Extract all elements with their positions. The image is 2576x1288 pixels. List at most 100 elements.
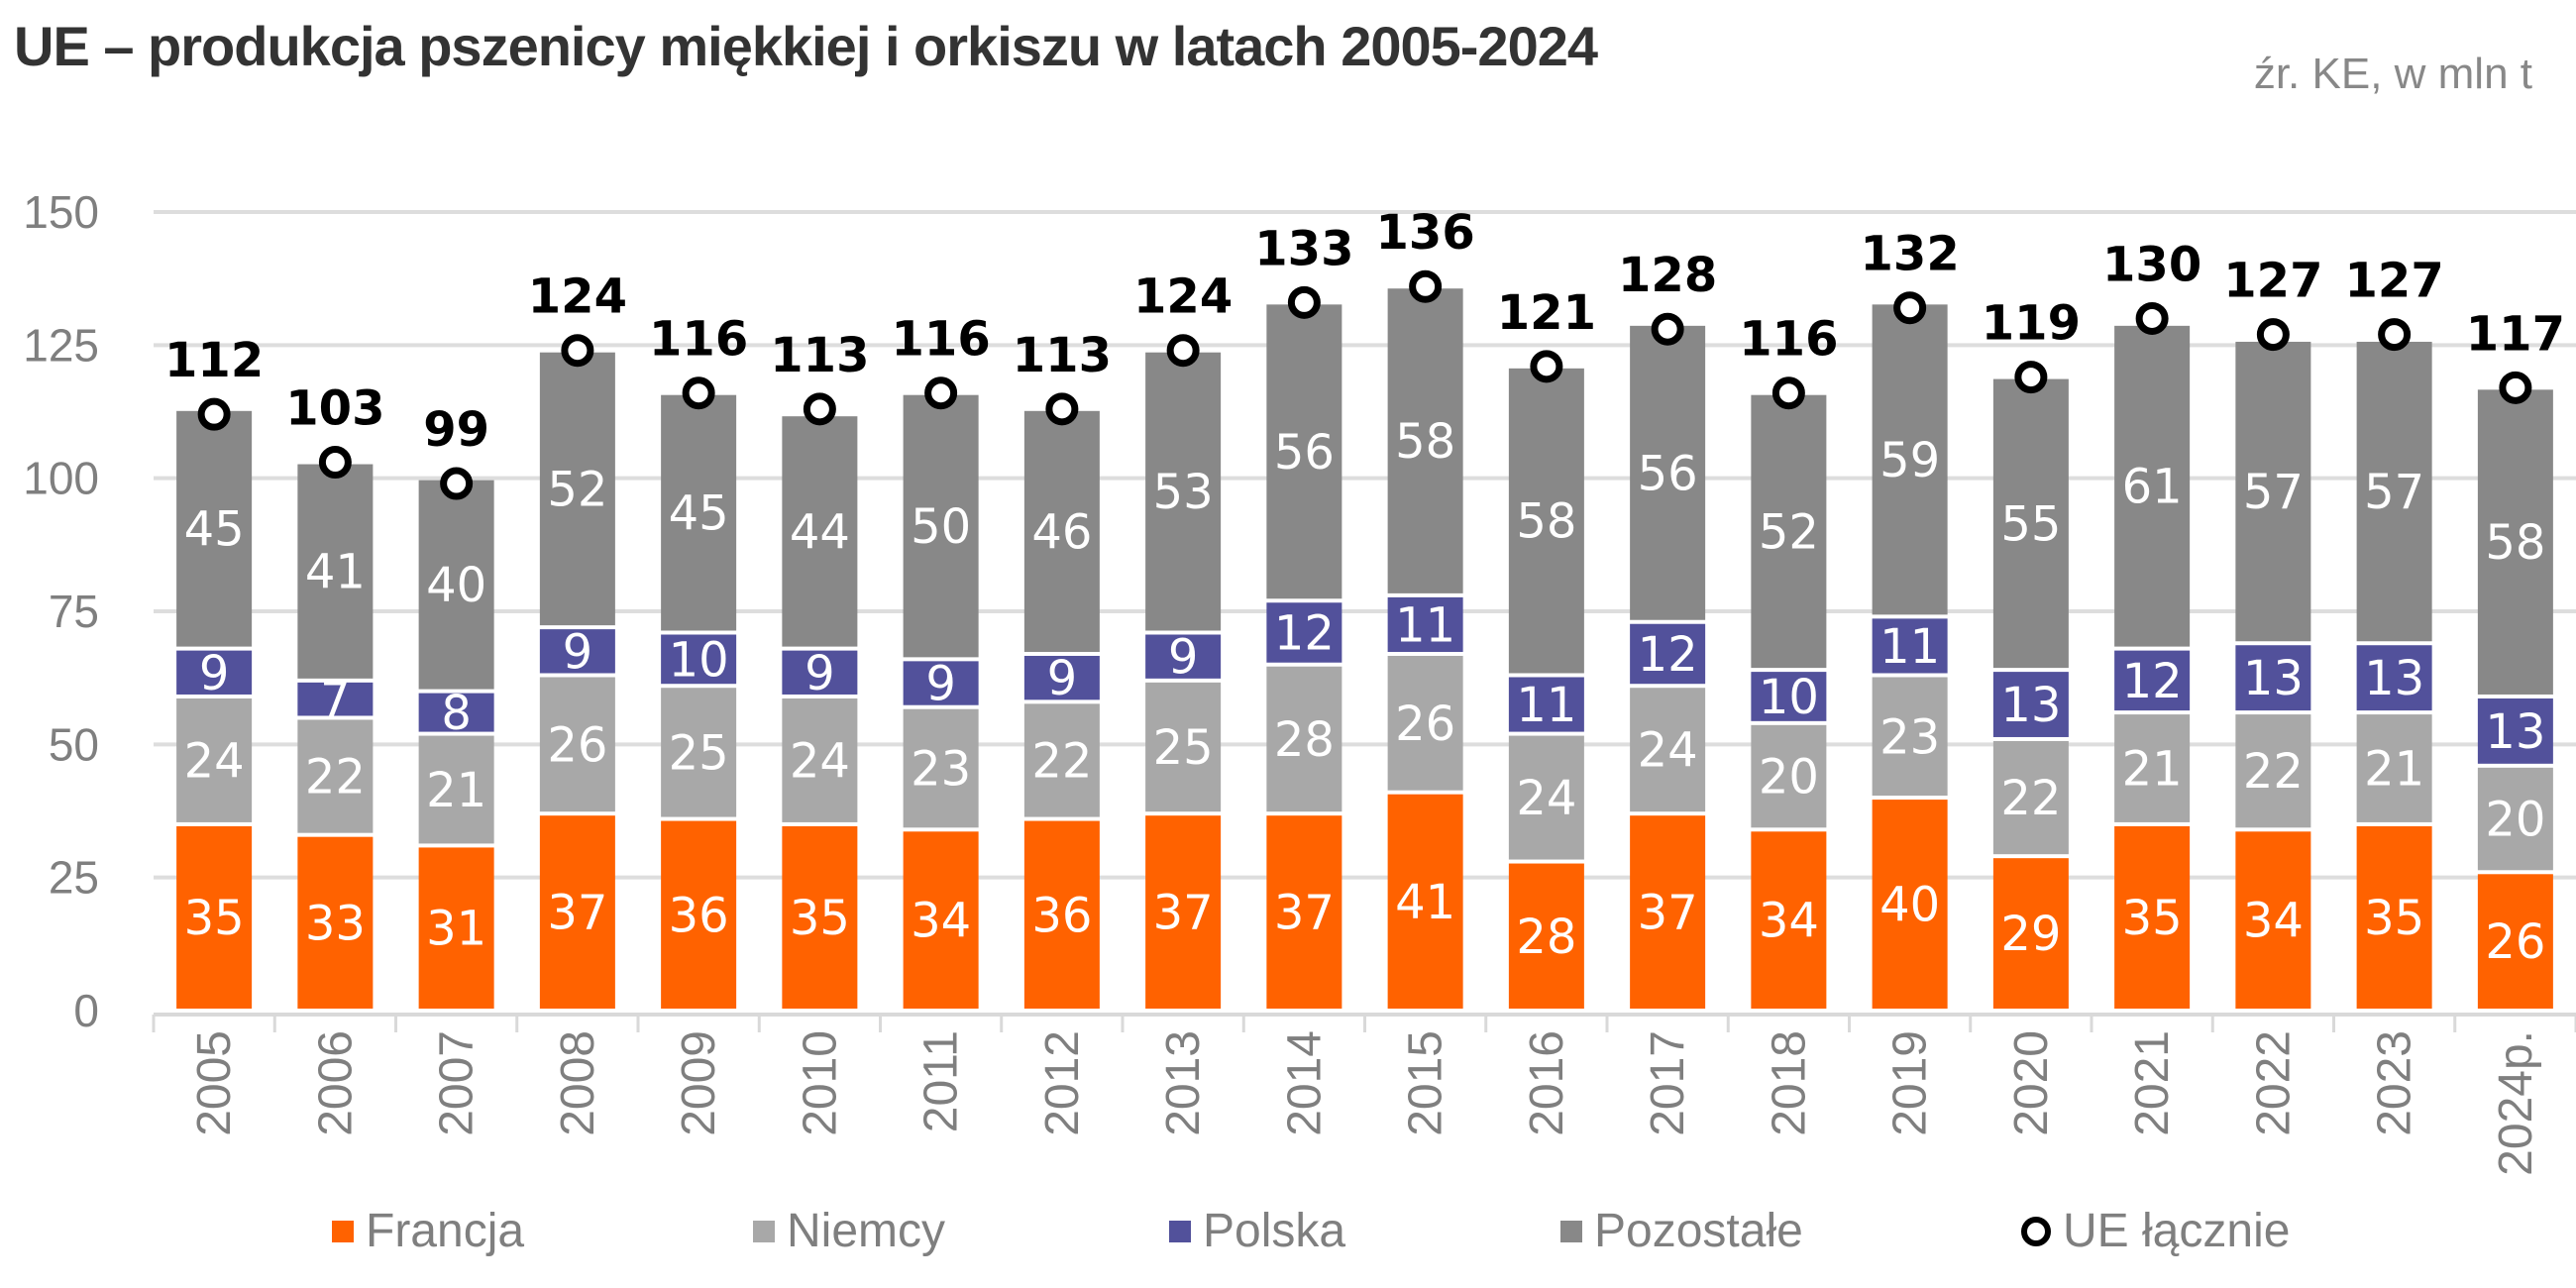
data-label: 52	[1759, 504, 1819, 560]
bar-segment-niemcy	[661, 688, 737, 817]
total-marker	[1893, 291, 1927, 325]
x-tick-label: 2022	[2247, 1030, 2300, 1136]
total-marker	[2135, 301, 2169, 335]
data-label: 41	[1395, 875, 1455, 930]
bar-segment-pozostałe	[1508, 368, 1584, 674]
bar-segment-pozostałe	[1630, 325, 1706, 620]
data-label: 12	[2122, 654, 2183, 709]
bar-segment-pozostałe	[782, 416, 858, 647]
data-label: 58	[1395, 414, 1455, 470]
bar-segment-polska	[1751, 672, 1827, 721]
x-tick-label: 2020	[2005, 1030, 2058, 1136]
bar-segment-niemcy	[418, 735, 494, 844]
bar-segment-francja	[1145, 815, 1222, 1009]
bar-segment-niemcy	[2114, 714, 2191, 822]
bar-segment-niemcy	[176, 698, 253, 822]
total-marker	[1530, 350, 1563, 383]
data-label: 41	[305, 545, 366, 600]
data-label: 13	[2364, 651, 2424, 706]
y-tick-label: 50	[49, 718, 99, 770]
bar-segment-niemcy	[1023, 703, 1100, 817]
legend-swatch-polska	[1169, 1220, 1191, 1242]
bar-segment-niemcy	[2356, 714, 2432, 822]
bar-segment-pozostałe	[1751, 394, 1827, 669]
legend-swatch-pozostale	[1560, 1220, 1582, 1242]
total-marker	[440, 467, 474, 500]
bar-segment-francja	[1630, 815, 1706, 1009]
data-label: 45	[669, 486, 729, 542]
chart-source-note: źr. KE, w mln t	[2253, 50, 2532, 98]
total-label: 133	[1254, 221, 1353, 276]
bar-segment-francja	[1508, 863, 1584, 1009]
data-label: 9	[805, 646, 835, 701]
total-label: 117	[2466, 306, 2565, 362]
x-tick-label: 2014	[1278, 1030, 1331, 1136]
bar-segment-polska	[1630, 623, 1706, 685]
total-marker	[561, 334, 594, 368]
y-tick-label: 0	[73, 985, 99, 1036]
bar-segment-niemcy	[1872, 677, 1948, 797]
chart-title: UE – produkcja pszenicy miękkiej i orkis…	[14, 15, 1598, 77]
bar-segment-pozostałe	[2114, 325, 2191, 647]
bar-segment-pozostałe	[1992, 378, 2069, 669]
bar-segment-francja	[903, 831, 979, 1009]
data-label: 40	[426, 558, 486, 613]
total-label: 116	[649, 312, 748, 368]
data-label: 35	[2122, 891, 2183, 946]
data-label: 50	[911, 499, 971, 555]
bar-segment-polska	[2114, 650, 2191, 711]
data-label: 23	[911, 742, 971, 798]
data-label: 44	[790, 504, 850, 560]
data-label: 37	[1274, 886, 1335, 941]
legend-swatch-niemcy	[753, 1220, 775, 1242]
total-marker	[803, 392, 836, 426]
data-label: 33	[305, 896, 366, 951]
bar-segment-niemcy	[1508, 735, 1584, 860]
data-label: 22	[1031, 733, 1092, 789]
bar-segment-polska	[539, 629, 615, 674]
bar-segment-polska	[1992, 672, 2069, 737]
data-label: 35	[790, 891, 850, 946]
data-label: 34	[911, 894, 971, 949]
bar-segment-francja	[1872, 800, 1948, 1009]
data-label: 22	[305, 750, 366, 805]
bar-segment-niemcy	[903, 708, 979, 828]
bar-segment-polska	[1266, 602, 1342, 663]
legend-item-niemcy: Niemcy	[753, 1204, 945, 1258]
x-tick-label: 2007	[431, 1030, 483, 1136]
total-label: 127	[2345, 254, 2444, 309]
bar-segment-francja	[539, 815, 615, 1009]
x-tick-label: 2016	[1521, 1030, 1573, 1136]
bar-segment-pozostałe	[1872, 304, 1948, 615]
total-label: 99	[423, 402, 489, 458]
total-marker	[682, 376, 715, 410]
data-label: 46	[1031, 504, 1092, 560]
legend-item-polska: Polska	[1169, 1204, 1345, 1258]
bar-segment-pozostałe	[1266, 304, 1342, 599]
total-label: 119	[1982, 296, 2081, 352]
total-label: 103	[285, 381, 384, 437]
data-label: 57	[2364, 465, 2424, 520]
bar-segment-francja	[176, 825, 253, 1009]
data-label: 61	[2122, 460, 2183, 515]
bar-segment-francja	[2356, 825, 2432, 1009]
data-label: 13	[2243, 651, 2304, 706]
data-label: 12	[1638, 627, 1698, 683]
data-label: 37	[547, 886, 607, 941]
bar-segment-niemcy	[1992, 740, 2069, 855]
x-tick-label: 2019	[1884, 1030, 1937, 1136]
total-marker	[2499, 371, 2532, 404]
bar-segment-niemcy	[782, 698, 858, 822]
total-label: 121	[1497, 285, 1596, 341]
data-label: 13	[2000, 678, 2061, 733]
data-label: 24	[1516, 771, 1576, 826]
legend-label-niemcy: Niemcy	[787, 1205, 946, 1257]
data-label: 24	[790, 733, 850, 789]
legend-label-polska: Polska	[1203, 1205, 1346, 1257]
data-label: 31	[426, 902, 486, 957]
bar-segment-niemcy	[1630, 688, 1706, 812]
total-marker	[2378, 318, 2412, 352]
bar-segment-polska	[1508, 677, 1584, 732]
data-label: 20	[2485, 793, 2545, 848]
